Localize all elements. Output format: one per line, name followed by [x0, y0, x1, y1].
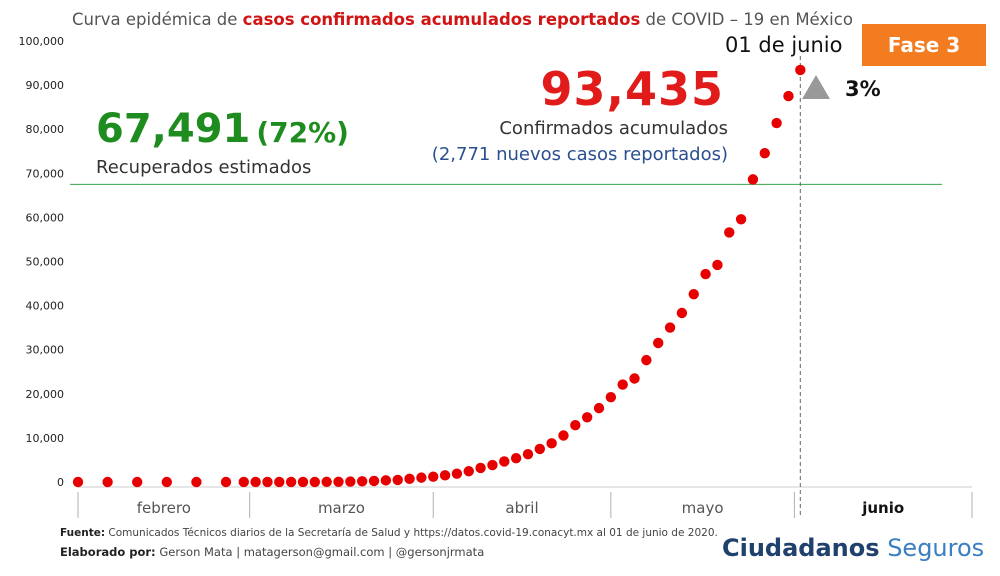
data-point [771, 117, 782, 129]
y-tick-label: 40,000 [26, 300, 65, 313]
data-point [700, 268, 711, 280]
data-point [161, 476, 173, 488]
data-point [356, 476, 368, 487]
y-tick-label: 90,000 [26, 79, 65, 92]
month-separators [77, 492, 973, 518]
data-point [570, 420, 581, 431]
data-point [641, 354, 652, 366]
source-text: Comunicados Técnicos diarios de la Secre… [105, 527, 718, 539]
data-point [368, 475, 380, 487]
data-point [274, 476, 285, 488]
data-point [392, 474, 403, 486]
data-point [428, 471, 439, 482]
data-point [593, 402, 605, 414]
data-point [534, 443, 546, 455]
credits-text: Gerson Mata | matagerson@gmail.com | @ge… [155, 545, 485, 559]
data-point [783, 90, 794, 102]
recovered-label: Recuperados estimados [96, 157, 312, 178]
data-point [416, 472, 427, 483]
data-point [747, 174, 759, 185]
data-point [321, 476, 332, 488]
title-highlight: casos confirmados acumulados reportados [242, 10, 641, 29]
credits-note: Elaborado por: Gerson Mata | matagerson@… [60, 545, 484, 559]
data-point [558, 430, 569, 441]
brand-logo: Ciudadanos Seguros [722, 534, 984, 562]
brand-part2: Seguros [887, 534, 985, 562]
recovered-number: 67,491 [96, 106, 251, 152]
data-point [309, 476, 321, 488]
data-point [522, 449, 534, 460]
data-point [581, 412, 593, 423]
increase-triangle-icon [802, 75, 830, 99]
data-point [132, 476, 143, 488]
data-point [463, 466, 474, 477]
recovered-percent: (72%) [256, 116, 349, 149]
data-point [653, 337, 664, 349]
data-point [238, 476, 249, 488]
month-label: abril [505, 499, 538, 517]
y-tick-label: 20,000 [26, 388, 65, 401]
month-label: febrero [137, 499, 191, 517]
data-point [72, 476, 84, 488]
y-tick-label: 60,000 [26, 211, 65, 224]
y-tick-label: 30,000 [26, 344, 65, 357]
data-point [735, 214, 747, 225]
y-tick-label: 50,000 [26, 256, 65, 269]
title-prefix: Curva epidémica de [72, 10, 243, 29]
y-tick-label: 0 [57, 476, 64, 489]
data-point [724, 227, 735, 238]
data-point [688, 288, 699, 300]
data-point [546, 438, 557, 449]
source-note: Fuente: Comunicados Técnicos diarios de … [60, 527, 718, 539]
title-suffix: de COVID – 19 en México [640, 10, 853, 29]
confirmed-total: 93,435 [540, 62, 724, 116]
data-point [262, 476, 273, 488]
growth-percent: 3% [845, 77, 881, 101]
data-points [72, 64, 806, 488]
data-point [102, 476, 113, 488]
data-point [404, 473, 415, 485]
data-point [250, 476, 261, 488]
new-cases-label: (2,771 nuevos casos reportados) [431, 144, 728, 165]
data-point [510, 452, 522, 464]
credits-label: Elaborado por: [60, 545, 156, 559]
month-label: marzo [318, 499, 365, 517]
data-point [759, 147, 770, 159]
data-point [676, 307, 688, 319]
source-label: Fuente: [60, 527, 106, 539]
data-point [297, 476, 309, 488]
phase-badge: Fase 3 [862, 24, 986, 66]
data-point [380, 475, 392, 486]
y-tick-label: 70,000 [26, 167, 65, 180]
y-tick-label: 10,000 [26, 432, 65, 445]
month-labels: febrero marzo abril mayo junio [137, 499, 904, 517]
data-point [617, 379, 628, 390]
month-label: junio [861, 499, 904, 517]
confirmed-label: Confirmados acumulados [499, 118, 728, 139]
data-point [285, 476, 297, 488]
data-point [664, 322, 676, 333]
date-label: 01 de junio [725, 33, 843, 57]
data-point [629, 373, 640, 384]
data-point [439, 470, 451, 481]
data-point [475, 462, 486, 474]
data-point [333, 476, 344, 487]
data-point [795, 64, 806, 76]
recovered-value: 67,491 (72%) [96, 106, 349, 152]
y-axis-labels: 0 10,000 20,000 30,000 40,000 50,000 60,000 70,… [19, 35, 65, 489]
data-point [191, 476, 202, 488]
y-tick-label: 80,000 [26, 123, 65, 136]
brand-part1: Ciudadanos [722, 534, 880, 562]
data-point [499, 456, 510, 467]
data-point [220, 476, 232, 488]
data-point [451, 468, 463, 479]
data-point [712, 259, 723, 271]
y-tick-label: 100,000 [19, 35, 65, 48]
data-point [487, 459, 498, 471]
data-point [345, 476, 356, 487]
month-label: mayo [682, 499, 724, 517]
chart-title: Curva epidémica de casos confirmados acu… [72, 10, 853, 29]
data-point [605, 392, 617, 403]
